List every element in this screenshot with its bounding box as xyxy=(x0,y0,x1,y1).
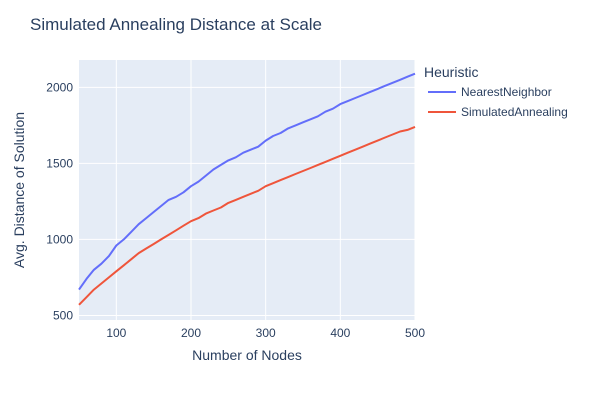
x-tick-label: 300 xyxy=(256,326,276,340)
y-axis-title: Avg. Distance of Solution xyxy=(11,112,27,268)
legend-item-nearestneighbor[interactable]: NearestNeighbor xyxy=(428,85,552,99)
x-tick-label: 200 xyxy=(181,326,201,340)
series-line-nearestneighbor[interactable] xyxy=(78,72,416,291)
chart-title: Simulated Annealing Distance at Scale xyxy=(30,15,322,34)
y-tick-label: 1500 xyxy=(46,156,73,170)
legend[interactable]: Heuristic NearestNeighbor SimulatedAnnea… xyxy=(424,64,568,119)
series-line-simulatedannealing[interactable] xyxy=(78,125,416,306)
x-tick-label: 100 xyxy=(106,326,126,340)
y-axis-ticks: 500 1000 1500 2000 xyxy=(46,80,73,322)
x-tick-label: 500 xyxy=(405,326,425,340)
y-tick-label: 1000 xyxy=(46,232,73,246)
series-layer xyxy=(78,72,416,306)
legend-title: Heuristic xyxy=(424,64,478,80)
legend-item-simulatedannealing[interactable]: SimulatedAnnealing xyxy=(428,105,568,119)
y-tick-label: 2000 xyxy=(46,80,73,94)
y-tick-label: 500 xyxy=(53,308,73,322)
plot-area xyxy=(79,60,415,320)
x-axis-ticks: 100 200 300 400 500 xyxy=(106,326,425,340)
legend-label: SimulatedAnnealing xyxy=(461,105,568,119)
x-axis-title: Number of Nodes xyxy=(192,347,302,363)
legend-label: NearestNeighbor xyxy=(461,85,552,99)
x-tick-label: 400 xyxy=(330,326,350,340)
